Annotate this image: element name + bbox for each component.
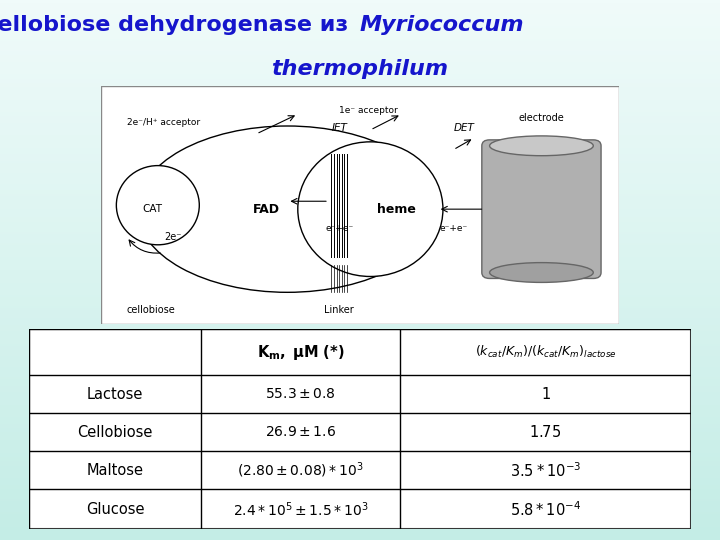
Text: $3.5*10^{-3}$: $3.5*10^{-3}$	[510, 461, 581, 480]
Text: CAT: CAT	[143, 204, 163, 214]
Text: cellobiose: cellobiose	[127, 305, 176, 315]
Text: $(k_{cat}/K_{m})/(k_{cat}/K_{m})_{lactose}$: $(k_{cat}/K_{m})/(k_{cat}/K_{m})_{lactos…	[474, 345, 616, 360]
Text: Cellobiose: Cellobiose	[77, 425, 153, 440]
Text: Cellobiose dehydrogenase из: Cellobiose dehydrogenase из	[0, 15, 356, 35]
Text: $\mathbf{K_{m}}$$\mathbf{,\ \mu M\ (*)}$: $\mathbf{K_{m}}$$\mathbf{,\ \mu M\ (*)}$	[256, 343, 344, 362]
Text: $(2.80\pm0.08)*10^{3}$: $(2.80\pm0.08)*10^{3}$	[237, 461, 364, 480]
Text: $1.75$: $1.75$	[529, 424, 562, 440]
Text: Linker: Linker	[325, 305, 354, 315]
Text: DET: DET	[454, 123, 474, 133]
Ellipse shape	[298, 142, 443, 276]
Text: e⁻+e⁻: e⁻+e⁻	[439, 225, 467, 233]
FancyBboxPatch shape	[482, 140, 601, 279]
Text: $1$: $1$	[541, 386, 550, 402]
Text: electrode: electrode	[518, 113, 564, 123]
Text: $5.8*10^{-4}$: $5.8*10^{-4}$	[510, 500, 581, 518]
Text: Maltose: Maltose	[86, 463, 143, 478]
Text: FAD: FAD	[253, 202, 280, 215]
Text: $26.9\pm1.6$: $26.9\pm1.6$	[265, 426, 336, 440]
Text: IET: IET	[331, 123, 347, 133]
Ellipse shape	[490, 262, 593, 282]
Text: 2e⁻: 2e⁻	[165, 232, 182, 242]
Ellipse shape	[490, 136, 593, 156]
Text: e⁻+e⁻: e⁻+e⁻	[325, 225, 354, 233]
Ellipse shape	[117, 166, 199, 245]
FancyBboxPatch shape	[101, 86, 619, 324]
Text: 1e⁻ acceptor: 1e⁻ acceptor	[339, 106, 398, 114]
Text: 2e⁻/H⁺ acceptor: 2e⁻/H⁺ acceptor	[127, 118, 200, 126]
Text: Lactose: Lactose	[86, 387, 143, 402]
Text: heme: heme	[377, 202, 415, 215]
Ellipse shape	[137, 126, 438, 292]
Text: $2.4*10^{5}\pm1.5*10^{3}$: $2.4*10^{5}\pm1.5*10^{3}$	[233, 500, 368, 518]
FancyBboxPatch shape	[29, 329, 691, 529]
Text: Myriococcum: Myriococcum	[360, 15, 524, 35]
Text: thermophilum: thermophilum	[271, 59, 449, 79]
Text: Glucose: Glucose	[86, 502, 144, 517]
Text: $55.3\pm0.8$: $55.3\pm0.8$	[265, 387, 336, 401]
